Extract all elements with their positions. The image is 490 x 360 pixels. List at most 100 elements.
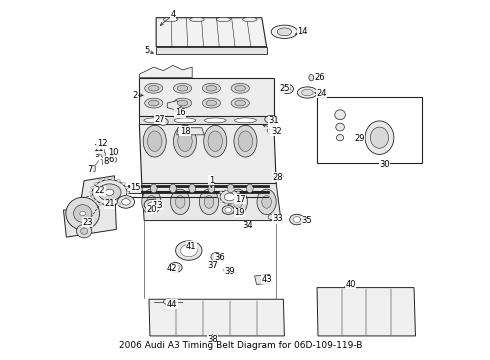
Ellipse shape (150, 184, 157, 193)
Ellipse shape (172, 265, 179, 270)
Text: 1: 1 (209, 176, 214, 185)
Text: 28: 28 (272, 173, 283, 182)
Polygon shape (139, 66, 192, 78)
Polygon shape (167, 100, 182, 110)
Ellipse shape (262, 195, 271, 208)
Polygon shape (156, 18, 267, 47)
Ellipse shape (174, 118, 196, 123)
Text: 23: 23 (82, 218, 93, 227)
Ellipse shape (173, 98, 192, 108)
Ellipse shape (208, 184, 215, 193)
Text: 7: 7 (88, 165, 93, 174)
Ellipse shape (163, 299, 173, 305)
Ellipse shape (224, 193, 235, 201)
Ellipse shape (233, 195, 243, 208)
Ellipse shape (220, 191, 222, 193)
Ellipse shape (180, 244, 197, 257)
Ellipse shape (222, 206, 234, 215)
Ellipse shape (265, 116, 278, 123)
Ellipse shape (94, 200, 98, 202)
Text: 9: 9 (95, 150, 100, 159)
Ellipse shape (112, 157, 117, 162)
Polygon shape (317, 288, 416, 336)
Ellipse shape (175, 241, 202, 260)
Text: 21: 21 (104, 199, 115, 208)
Ellipse shape (169, 262, 182, 273)
Ellipse shape (76, 224, 92, 238)
Ellipse shape (267, 128, 274, 133)
Text: 8: 8 (103, 157, 108, 166)
Ellipse shape (239, 196, 242, 198)
Text: 22: 22 (95, 186, 105, 195)
Polygon shape (142, 184, 281, 221)
Ellipse shape (235, 100, 245, 106)
Ellipse shape (117, 195, 135, 208)
Ellipse shape (268, 215, 275, 220)
Ellipse shape (148, 202, 155, 207)
Ellipse shape (98, 184, 121, 201)
Ellipse shape (336, 123, 344, 131)
Ellipse shape (178, 131, 192, 152)
Text: 27: 27 (154, 115, 165, 124)
Text: 40: 40 (345, 280, 356, 289)
Polygon shape (139, 78, 274, 117)
Polygon shape (139, 124, 276, 184)
Ellipse shape (98, 144, 103, 149)
Ellipse shape (171, 189, 190, 215)
Ellipse shape (111, 178, 115, 180)
Ellipse shape (189, 184, 196, 193)
Ellipse shape (208, 261, 217, 268)
Polygon shape (177, 128, 204, 135)
Ellipse shape (370, 127, 389, 148)
Ellipse shape (131, 184, 138, 193)
Text: 20: 20 (146, 206, 157, 215)
Ellipse shape (122, 200, 125, 202)
Text: 41: 41 (186, 242, 196, 251)
Ellipse shape (125, 186, 128, 189)
Ellipse shape (147, 195, 156, 208)
Text: 10: 10 (108, 148, 118, 157)
Ellipse shape (293, 217, 301, 222)
Ellipse shape (92, 166, 96, 172)
Ellipse shape (74, 205, 92, 222)
Ellipse shape (228, 189, 247, 215)
Ellipse shape (102, 160, 107, 166)
Ellipse shape (109, 150, 114, 155)
Ellipse shape (99, 180, 102, 182)
Ellipse shape (101, 152, 106, 157)
Ellipse shape (170, 184, 176, 193)
Ellipse shape (220, 190, 239, 204)
Ellipse shape (204, 195, 214, 208)
Text: 25: 25 (279, 84, 290, 93)
Polygon shape (139, 117, 274, 124)
Text: 6: 6 (109, 155, 114, 164)
Ellipse shape (99, 203, 102, 205)
Ellipse shape (147, 131, 162, 152)
Text: 33: 33 (272, 214, 283, 223)
Text: 19: 19 (234, 208, 245, 217)
Ellipse shape (148, 100, 159, 106)
Ellipse shape (111, 204, 115, 207)
Ellipse shape (225, 207, 232, 212)
Ellipse shape (290, 214, 304, 225)
Ellipse shape (122, 183, 125, 185)
Ellipse shape (277, 28, 292, 36)
Ellipse shape (211, 252, 221, 261)
Text: 34: 34 (242, 221, 253, 230)
Ellipse shape (163, 17, 178, 22)
Text: 37: 37 (207, 261, 218, 270)
Text: 15: 15 (130, 183, 141, 192)
Text: 39: 39 (224, 266, 235, 275)
Ellipse shape (144, 199, 159, 210)
Ellipse shape (220, 201, 222, 203)
Text: 4: 4 (171, 10, 175, 19)
Text: 29: 29 (354, 134, 365, 143)
Ellipse shape (142, 189, 161, 215)
Ellipse shape (284, 86, 291, 91)
Ellipse shape (337, 135, 343, 141)
Ellipse shape (173, 125, 196, 157)
Ellipse shape (235, 118, 256, 123)
Ellipse shape (105, 189, 114, 195)
Polygon shape (64, 176, 116, 237)
Ellipse shape (204, 118, 226, 123)
